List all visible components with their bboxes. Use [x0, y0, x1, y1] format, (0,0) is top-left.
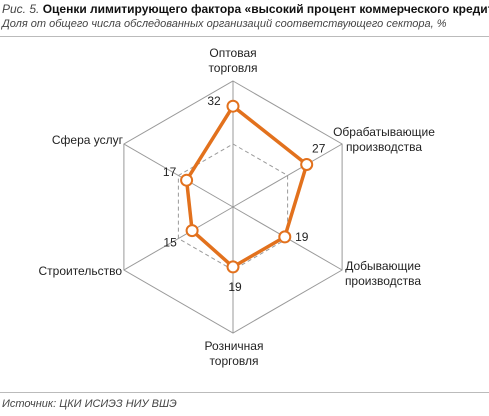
series-line: [184, 104, 309, 269]
axis-label: Строительство: [38, 264, 122, 278]
top-divider: [0, 36, 489, 37]
axis-label: Добывающие производства: [345, 259, 421, 288]
axis-label: Сфера услуг: [52, 133, 124, 147]
axis-label: Обрабатывающие производства: [333, 125, 435, 154]
axis-label-line: торговля: [208, 61, 257, 75]
data-point: [300, 158, 314, 171]
axis-label-line: Добывающие: [345, 259, 421, 273]
axis-label-line: Оптовая: [209, 46, 256, 60]
axis-label-line: производства: [346, 140, 422, 154]
data-point: [185, 224, 199, 238]
axis-label-line: Сфера услуг: [52, 133, 124, 147]
data-label: 32: [207, 94, 221, 108]
axis-label: Розничная торговля: [205, 339, 264, 368]
data-label: 19: [295, 230, 309, 244]
radar-grid: [123, 80, 343, 334]
axis-label-line: производства: [345, 274, 421, 288]
radar-series: [180, 99, 314, 274]
data-point: [180, 173, 194, 187]
data-label: 15: [163, 236, 177, 250]
grid-spoke: [232, 143, 343, 208]
data-point: [226, 99, 240, 113]
bottom-divider: [0, 392, 489, 393]
figure-heading: Оценки лимитирующего фактора «высокий пр…: [42, 2, 489, 16]
axis-label-line: торговля: [209, 354, 258, 368]
axis-label-line: Строительство: [38, 264, 122, 278]
figure-source: Источник: ЦКИ ИСИЭЗ НИУ ВШЭ: [2, 398, 177, 410]
figure-number: Рис. 5.: [2, 2, 40, 16]
data-label: 19: [228, 280, 242, 294]
grid-spoke: [123, 206, 234, 271]
axis-label-line: Розничная: [205, 339, 264, 353]
axis-label-line: Обрабатывающие: [333, 125, 435, 139]
data-label: 27: [312, 142, 326, 156]
figure-title: Рис. 5. Оценки лимитирующего фактора «вы…: [2, 2, 489, 16]
data-point: [278, 230, 292, 244]
grid-spoke: [123, 143, 234, 208]
data-point: [226, 260, 240, 274]
data-label: 17: [163, 165, 177, 179]
figure-subtitle: Доля от общего числа обследованных орган…: [2, 18, 447, 30]
axis-label: Оптовая торговля: [208, 46, 257, 75]
